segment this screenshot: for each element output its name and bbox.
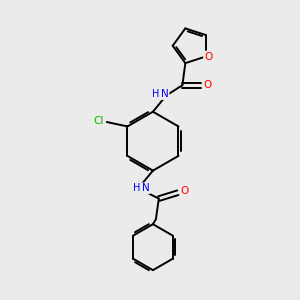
Text: H: H	[133, 183, 140, 193]
Text: N: N	[161, 89, 169, 99]
Text: O: O	[180, 186, 189, 196]
Text: H: H	[152, 89, 160, 99]
Text: O: O	[204, 52, 212, 61]
Text: O: O	[203, 80, 211, 90]
Text: N: N	[142, 183, 149, 193]
Text: Cl: Cl	[93, 116, 104, 126]
